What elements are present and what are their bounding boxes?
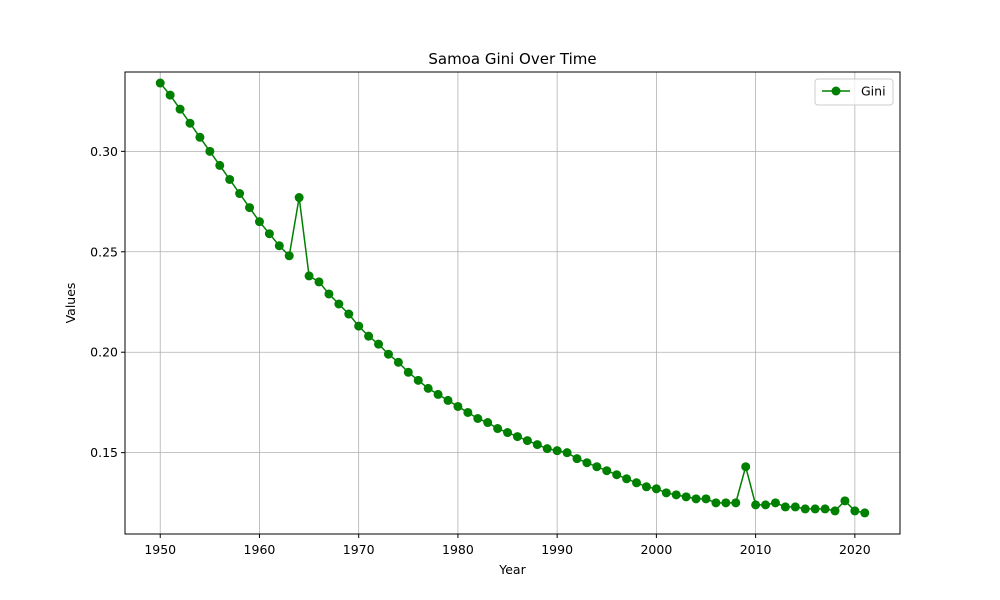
data-point — [453, 401, 463, 411]
data-point — [721, 498, 731, 508]
data-point — [413, 375, 423, 385]
data-point — [542, 444, 552, 454]
data-point — [572, 454, 582, 464]
data-point — [671, 490, 681, 500]
y-tick-label: 0.20 — [90, 345, 118, 360]
x-tick-label: 1950 — [144, 542, 176, 557]
y-axis-label: Values — [63, 283, 78, 324]
data-point — [641, 482, 651, 492]
y-tick-label: 0.15 — [90, 445, 118, 460]
data-point — [552, 446, 562, 456]
data-point — [294, 193, 304, 203]
data-point — [314, 277, 324, 287]
series-layer — [155, 78, 870, 518]
legend-marker-icon — [831, 86, 841, 96]
x-axis-label: Year — [498, 562, 526, 577]
data-point — [264, 229, 274, 239]
data-point — [274, 241, 284, 251]
data-point — [512, 432, 522, 442]
grid-lines — [125, 72, 900, 534]
data-point — [215, 160, 225, 170]
data-point — [473, 414, 483, 423]
legend-label: Gini — [861, 84, 886, 99]
data-point — [225, 174, 235, 184]
data-point — [155, 78, 165, 88]
data-point — [711, 498, 721, 508]
data-point — [165, 90, 175, 100]
data-point — [334, 299, 344, 309]
data-point — [810, 504, 820, 514]
data-point — [503, 428, 513, 438]
data-point — [374, 339, 384, 349]
data-point — [195, 132, 205, 142]
data-point — [443, 395, 453, 405]
data-point — [612, 470, 622, 480]
data-point — [205, 146, 215, 156]
y-tick-label: 0.25 — [90, 244, 118, 259]
data-point — [433, 389, 443, 399]
data-point — [761, 500, 771, 510]
data-point — [622, 474, 632, 484]
data-point — [562, 448, 572, 458]
data-point — [175, 104, 185, 114]
y-tick-label: 0.30 — [90, 144, 118, 159]
chart-title: Samoa Gini Over Time — [428, 50, 596, 68]
data-point — [790, 502, 800, 512]
data-point — [592, 462, 602, 472]
data-point — [364, 331, 374, 341]
plot-frame — [124, 71, 901, 535]
data-point — [820, 504, 830, 514]
data-point — [304, 271, 314, 281]
data-point — [770, 498, 780, 508]
data-point — [602, 466, 612, 476]
x-tick-label: 1960 — [244, 542, 276, 557]
data-point — [582, 458, 592, 468]
data-point — [830, 506, 840, 516]
data-point — [681, 492, 691, 502]
data-point — [393, 357, 403, 367]
data-point — [661, 488, 671, 498]
axis-ticks: 1950 1960 1970 1980 1990 2000 2010 2020 0.15 0.20… — [90, 144, 871, 557]
data-point — [701, 494, 711, 504]
x-tick-label: 2010 — [740, 542, 772, 557]
x-tick-label: 1980 — [442, 542, 474, 557]
data-point — [691, 494, 701, 504]
x-tick-label: 2020 — [839, 542, 871, 557]
data-point — [284, 251, 294, 261]
data-point — [840, 496, 850, 506]
data-point — [780, 502, 790, 512]
data-point — [493, 424, 503, 434]
data-point — [532, 440, 542, 450]
x-tick-label: 2000 — [640, 542, 672, 557]
legend-box — [814, 78, 894, 106]
data-point — [324, 289, 334, 299]
data-point — [423, 383, 433, 393]
data-point — [254, 217, 264, 227]
data-point — [800, 504, 810, 514]
data-point — [731, 498, 741, 508]
data-point — [651, 484, 661, 494]
data-point — [463, 407, 473, 417]
x-tick-label: 1970 — [343, 542, 375, 557]
data-point — [185, 118, 195, 128]
data-point — [632, 478, 642, 488]
data-point — [403, 367, 413, 377]
data-point — [522, 436, 532, 446]
data-point — [850, 506, 860, 516]
data-point — [741, 462, 751, 472]
data-point — [354, 321, 364, 331]
x-tick-label: 1990 — [541, 542, 573, 557]
data-point — [860, 508, 870, 518]
data-point — [383, 349, 393, 359]
data-point — [235, 189, 245, 199]
legend: Gini — [814, 78, 894, 106]
data-point — [751, 500, 761, 510]
data-point — [245, 203, 255, 213]
data-point — [483, 418, 493, 428]
data-point — [344, 309, 354, 319]
